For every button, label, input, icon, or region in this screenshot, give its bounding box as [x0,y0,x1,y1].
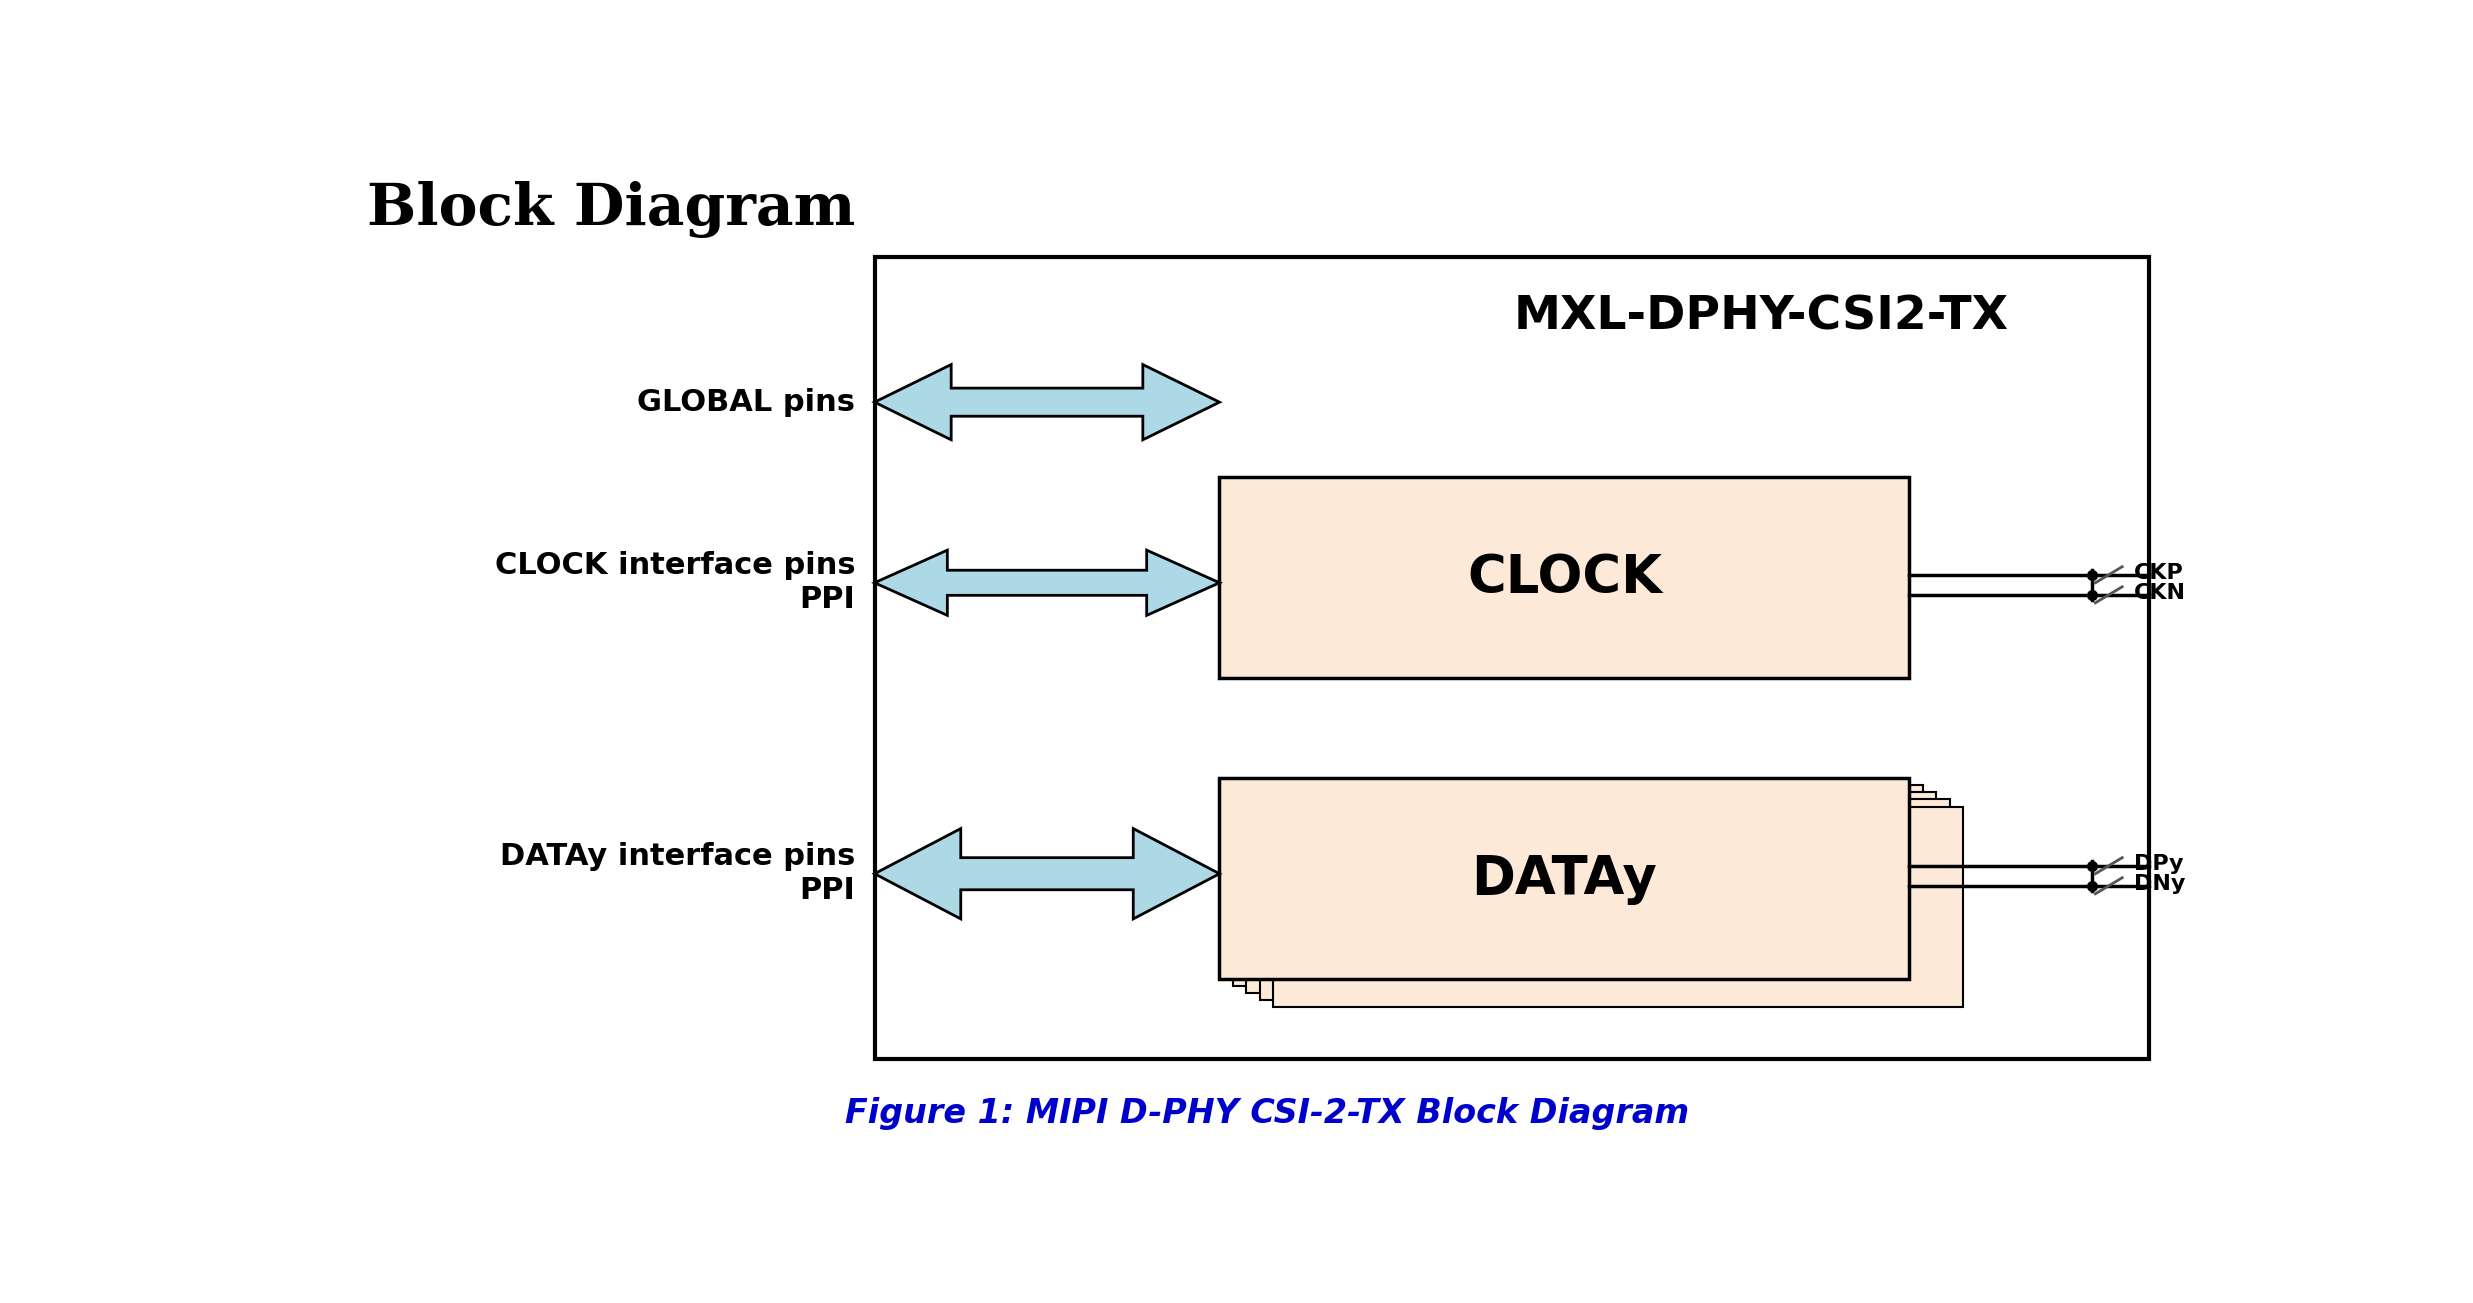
Text: DNy: DNy [2134,874,2186,894]
Text: Figure 1: MIPI D-PHY CSI-2-TX Block Diagram: Figure 1: MIPI D-PHY CSI-2-TX Block Diag… [846,1097,1689,1130]
Bar [1234,786,1924,986]
Text: Block Diagram: Block Diagram [366,181,856,238]
Text: DPy: DPy [2134,853,2184,874]
Text: CLOCK: CLOCK [1466,551,1662,603]
Bar [1219,477,1909,678]
Bar [1259,800,1949,1001]
Text: DATAy interface pins
PPI: DATAy interface pins PPI [500,843,856,906]
Text: CKP: CKP [2134,563,2184,582]
Bar [1246,792,1936,993]
Polygon shape [875,829,1219,919]
Bar [1274,807,1964,1007]
Text: CKN: CKN [2134,582,2186,603]
Polygon shape [875,365,1219,440]
Bar [1219,778,1909,979]
Bar [875,257,2149,1059]
Polygon shape [875,550,1219,615]
Text: GLOBAL pins: GLOBAL pins [638,388,856,417]
Text: MXL-DPHY-CSI2-TX: MXL-DPHY-CSI2-TX [1513,294,2008,339]
Text: CLOCK interface pins
PPI: CLOCK interface pins PPI [495,551,856,614]
Text: DATAy: DATAy [1471,852,1657,904]
